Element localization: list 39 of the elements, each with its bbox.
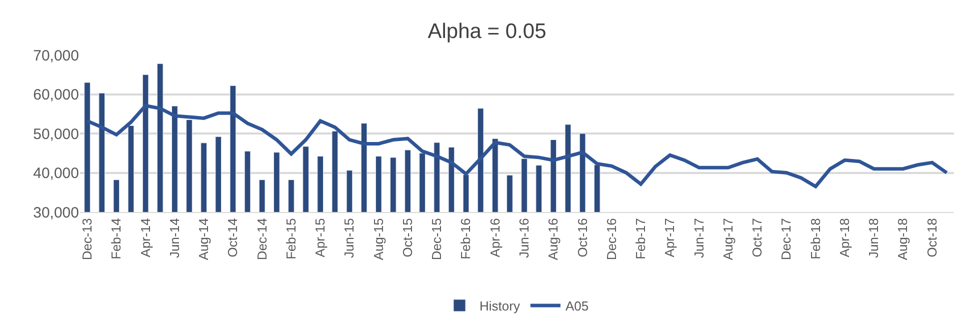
- x-tick-label: Apr-17: [662, 218, 678, 258]
- x-tick-label: Oct-16: [574, 218, 590, 258]
- line-series: [86, 104, 948, 188]
- x-tick-label: Aug-15: [370, 218, 386, 260]
- x-tick-label: Oct-14: [225, 218, 240, 258]
- x-tick-label: Apr-15: [312, 218, 328, 258]
- x-tick-label: Apr-16: [487, 218, 502, 258]
- x-tick-label: Dec-13: [80, 218, 95, 260]
- y-tick-label: 50,000: [33, 126, 79, 143]
- x-tick-label: Jun-14: [166, 218, 182, 258]
- x-tick-label: Jun-17: [691, 218, 706, 258]
- x-tick-label: Oct-18: [924, 218, 940, 258]
- x-tick-label: Apr-14: [138, 218, 153, 258]
- x-tick-label: Aug-16: [546, 218, 561, 260]
- x-tick-label: Oct-15: [400, 218, 415, 258]
- legend-label: A05: [565, 298, 589, 314]
- y-tick-label: 40,000: [33, 165, 79, 182]
- chart-title: Alpha = 0.05: [428, 20, 546, 44]
- x-tick-label: Dec-17: [778, 218, 794, 260]
- x-tick-label: Dec-14: [254, 218, 270, 260]
- x-tick-label: Dec-16: [604, 218, 619, 260]
- x-tick-label: Feb-18: [808, 218, 823, 260]
- x-tick-label: Oct-17: [750, 218, 765, 258]
- legend-label: History: [480, 298, 520, 314]
- x-tick-label: Feb-14: [108, 218, 124, 260]
- x-tick-label: Feb-16: [458, 218, 474, 260]
- x-tick-label: Apr-18: [836, 218, 852, 258]
- x-tick-label: Aug-17: [720, 218, 736, 260]
- x-tick-label: Feb-15: [283, 218, 298, 260]
- x-tick-label: Jun-16: [516, 218, 532, 258]
- x-tick-label: Jun-18: [866, 218, 882, 258]
- y-tick-label: 30,000: [33, 204, 79, 222]
- x-tick-label: Aug-18: [895, 218, 910, 260]
- x-tick-label: Feb-17: [633, 218, 648, 260]
- x-tick-label: Aug-14: [196, 218, 212, 260]
- x-tick-label: Dec-15: [429, 218, 444, 260]
- x-tick-label: Jun-15: [342, 218, 357, 258]
- y-tick-label: 60,000: [33, 86, 79, 104]
- y-tick-label: 70,000: [33, 47, 79, 64]
